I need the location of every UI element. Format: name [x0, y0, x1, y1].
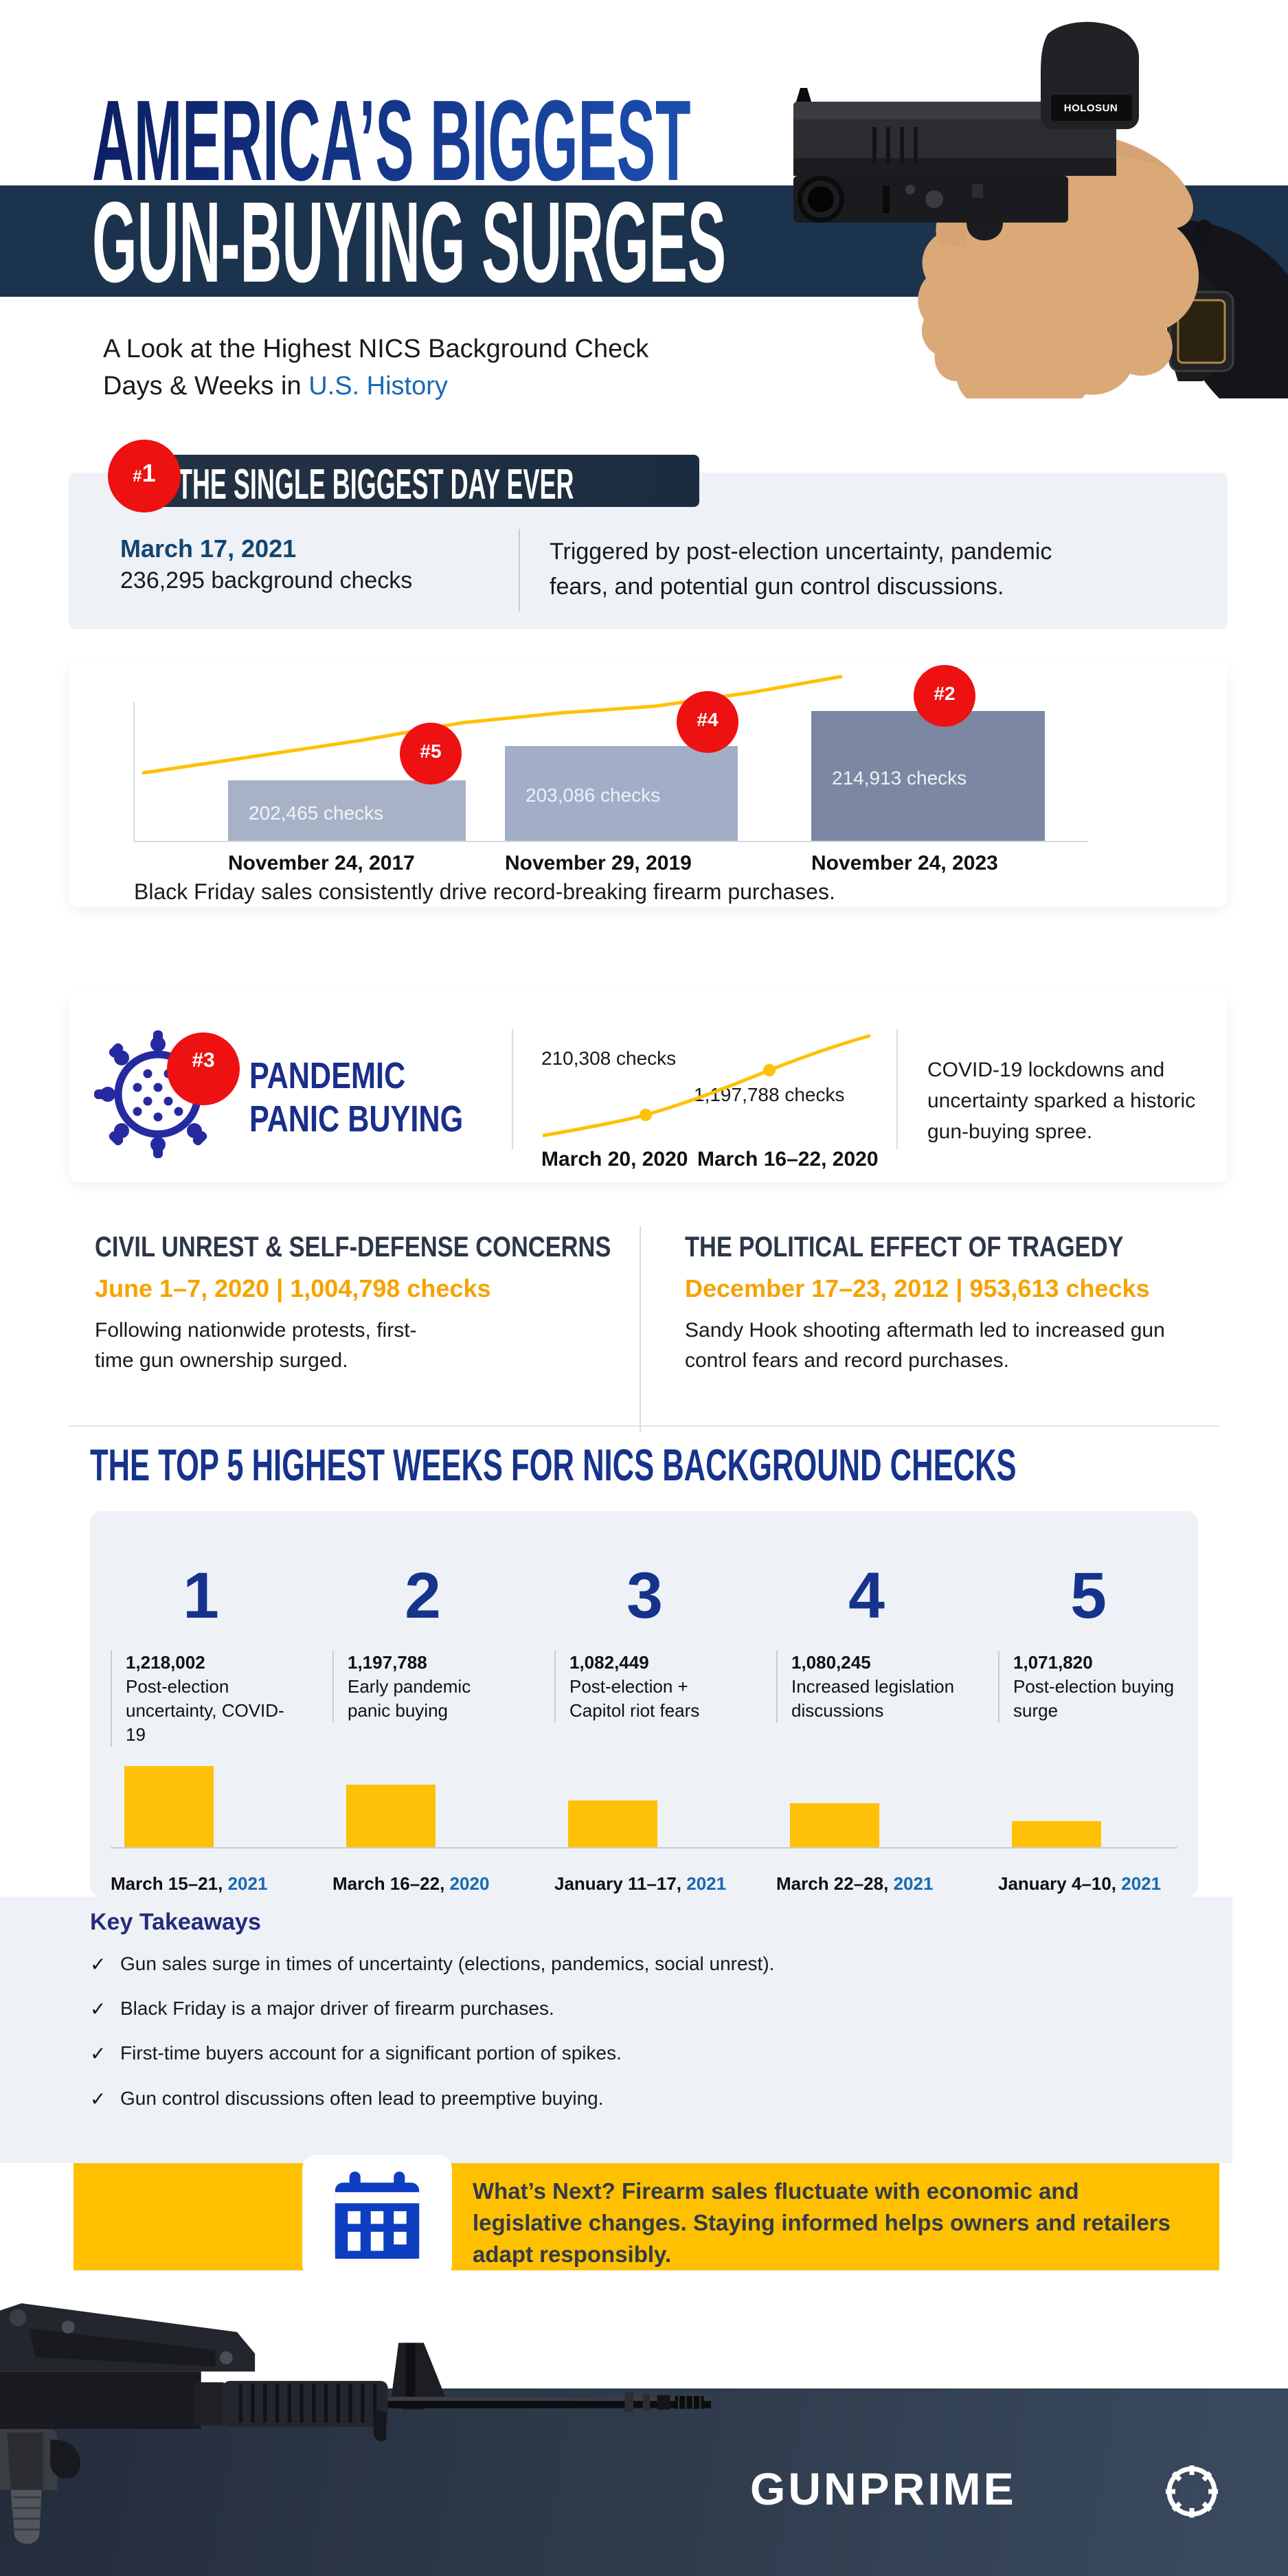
- svg-text:HOLOSUN: HOLOSUN: [1064, 102, 1118, 114]
